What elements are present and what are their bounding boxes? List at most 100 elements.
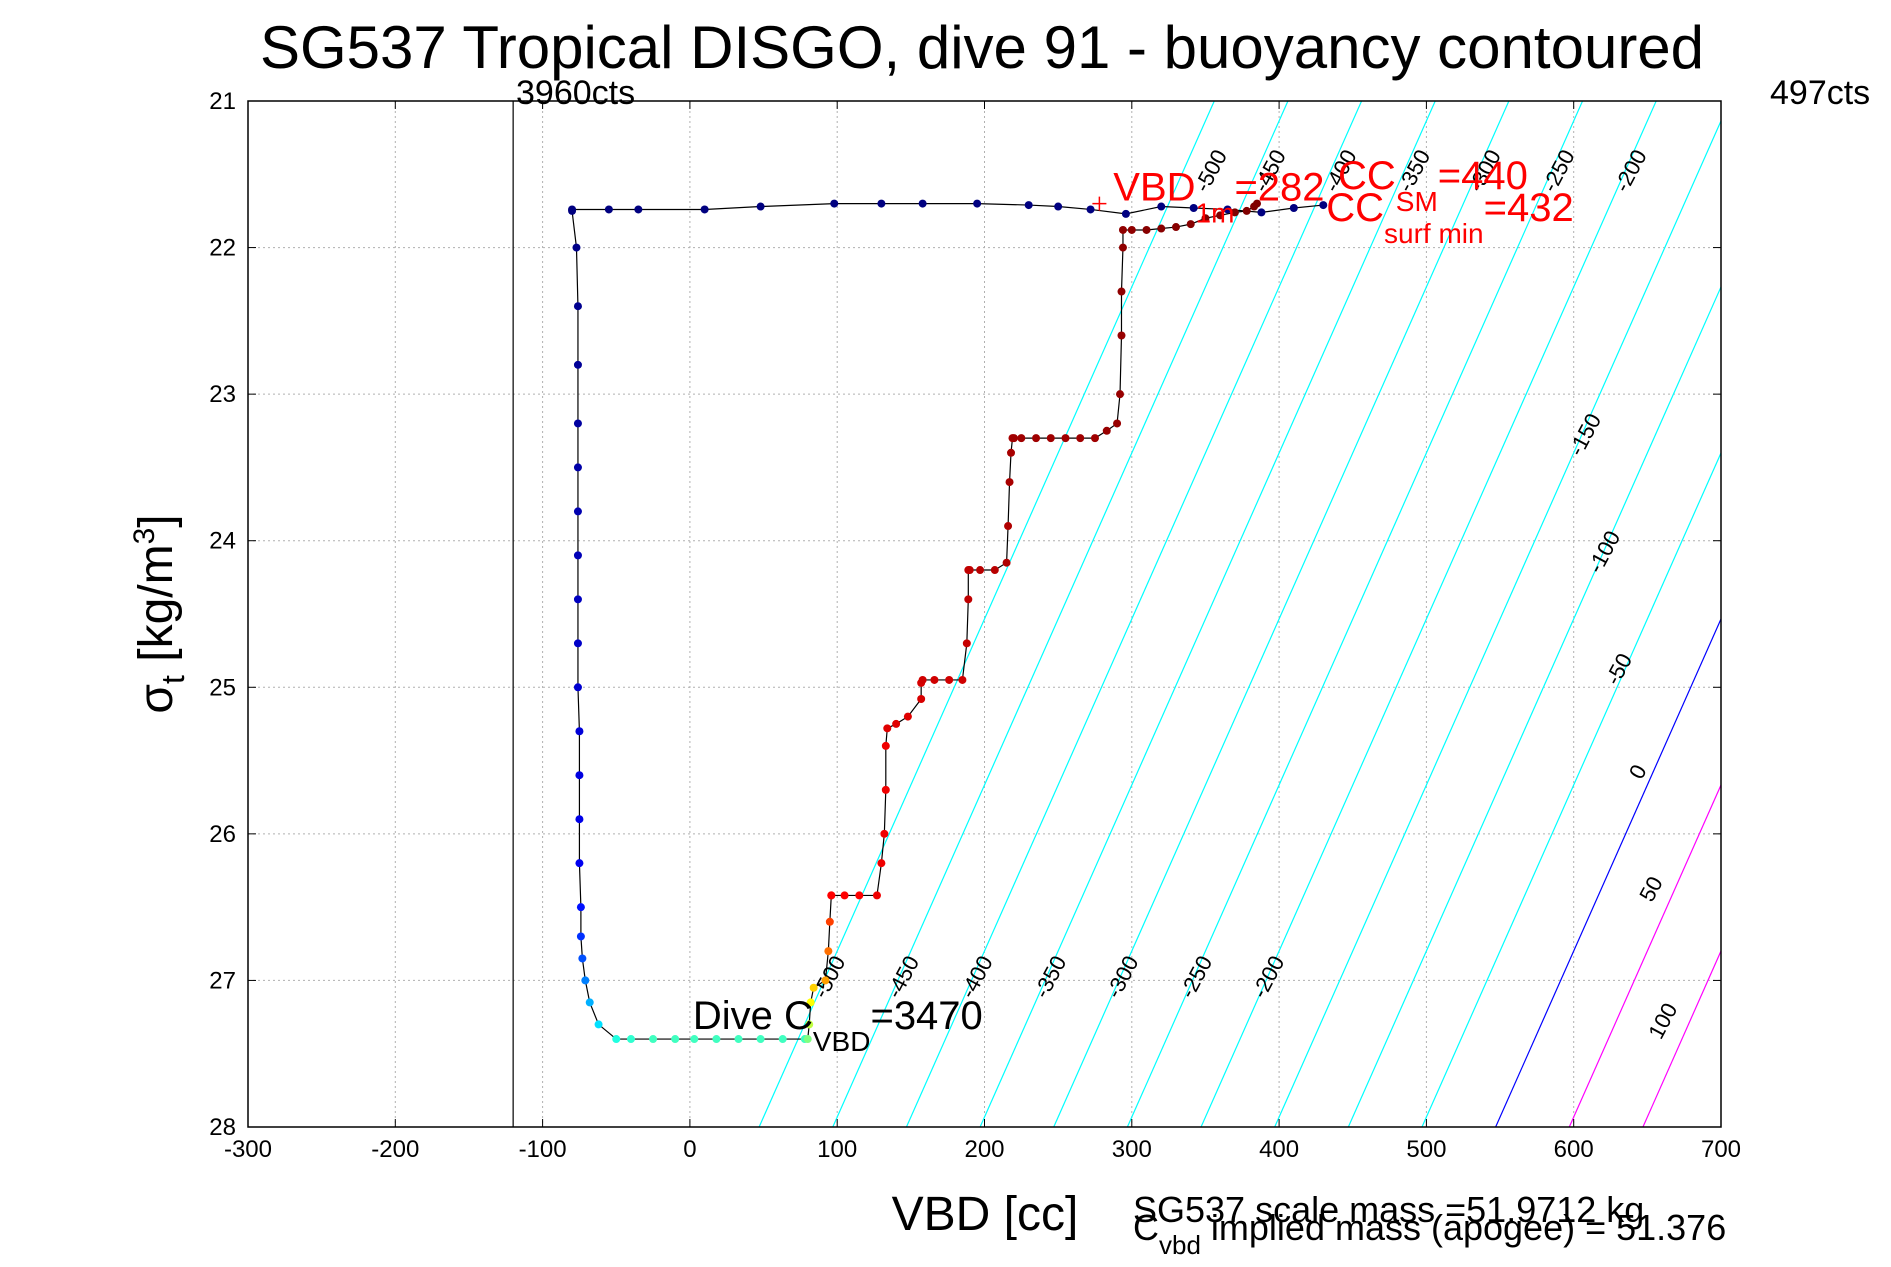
point-dive-20 [594,1020,603,1029]
contour-line-0 [758,101,1215,1127]
point-climb-41 [1118,225,1127,234]
x-tick-label-6: 300 [1112,1136,1152,1163]
point-climb-1 [840,891,849,900]
point-climb-7 [881,741,890,750]
point-dive-12 [575,771,584,780]
point-dive-9 [573,639,582,648]
point-dive-7 [573,551,582,560]
point-climb-11 [917,695,926,704]
point-surface-0 [568,205,577,214]
y-tick-label-4: 25 [209,674,236,701]
point-climb-35 [1102,426,1111,435]
x-tick-label-5: 200 [964,1136,1004,1163]
point-climb-50 [1242,206,1251,215]
y-tick-label-3: 24 [209,528,236,555]
annotation-divec-value: =3470 [870,994,982,1038]
point-surface-17 [1289,203,1298,212]
contour-line-9 [1421,451,1721,1127]
point-climb-25 [1005,478,1014,487]
point-dive-16 [576,932,585,941]
point-climb-16 [958,675,967,684]
dive-track-points [568,199,1328,1044]
point-dive-18 [581,976,590,985]
x-tick-label-7: 400 [1259,1136,1299,1163]
y-tick-label-5: 26 [209,821,236,848]
point-dive-24 [671,1035,680,1044]
point-dive-25 [690,1035,699,1044]
point-climb-18 [964,595,973,604]
implied-mass-rest: implied mass (apogee) = 51.376 [1201,1207,1726,1248]
point-surface-16 [1257,208,1266,217]
implied-mass-text: Cvbd implied mass (apogee) = 51.376 [1133,1207,1726,1260]
point-apogee-2 [806,998,815,1007]
x-tick-label-3: 0 [683,1136,696,1163]
contour-line-11 [1568,783,1721,1127]
contour-line-2 [905,101,1363,1127]
point-climb-43 [1142,225,1151,234]
point-dive-22 [626,1035,635,1044]
x-tick-label-8: 500 [1406,1136,1446,1163]
point-climb-8 [883,724,892,733]
point-climb-40 [1118,243,1127,252]
point-climb-20 [965,566,974,575]
point-climb-38 [1117,331,1126,340]
point-surface-10 [1054,202,1063,211]
y-tick-label-6: 27 [209,967,236,994]
contour-line-1 [832,101,1289,1127]
point-dive-23 [649,1035,658,1044]
point-climb-42 [1127,225,1136,234]
annotation-ccsm-sub: SM [1396,186,1438,217]
point-climb-33 [1076,434,1085,443]
point-surface-13 [1157,202,1166,211]
point-climb-24 [1004,522,1013,531]
annotation-vbd1m: VBD1m=282 [1113,166,1324,229]
point-apogee-0 [803,1035,812,1044]
point-surface-12 [1121,209,1130,218]
y-tick-label-2: 23 [209,381,236,408]
point-climb-2 [855,891,864,900]
point-climb-22 [990,566,999,575]
annotation-divec-sub: VBD [813,1026,871,1057]
y-tick-label-7: 28 [209,1114,236,1141]
y-axis-label-close: ] [130,514,183,527]
annotation-vbd1m-sub: 1m [1196,198,1235,229]
contour-line-6 [1200,101,1657,1127]
point-climb-13 [918,675,927,684]
point-climb-15 [945,675,954,684]
point-climb-5 [880,829,889,838]
implied-mass-sub: vbd [1159,1230,1201,1260]
y-axis-label-main: σ [130,684,183,714]
point-surface-14 [1189,203,1198,212]
contour-line-5 [1126,101,1584,1127]
x-axis-ticks: -300 -200 -100 0 100 200 300 400 500 600 700 [224,101,1741,1163]
implied-mass-main: C [1133,1207,1159,1248]
point-apogee-5 [824,947,833,956]
point-climb-26 [1007,448,1016,457]
point-dive-11 [575,727,584,736]
right-counts-label: 497cts [1770,74,1870,112]
point-dive-28 [756,1035,765,1044]
point-dive-5 [573,463,582,472]
annotation-vbd1m-value: =282 [1234,166,1324,210]
point-climb-3 [872,891,881,900]
contour-line-10 [1495,617,1721,1127]
point-dive-6 [573,507,582,516]
point-climb-39 [1117,287,1126,296]
point-climb-30 [1032,434,1041,443]
annotation-divec-main: Dive C [693,994,813,1038]
point-surface-9 [1024,201,1033,210]
point-dive-13 [575,815,584,824]
point-climb-17 [962,639,971,648]
annotation-ccsm-value: =440 [1438,154,1528,198]
annotation-ccsurf-main: CC [1326,186,1384,230]
point-climb-31 [1046,434,1055,443]
point-climb-10 [903,712,912,721]
point-dive-15 [576,903,585,912]
point-climb-44 [1157,224,1166,233]
point-surface-5 [830,199,839,208]
point-dive-2 [573,302,582,311]
point-climb-49 [1230,208,1239,217]
point-climb-14 [930,675,939,684]
point-climb-52 [1253,199,1262,208]
